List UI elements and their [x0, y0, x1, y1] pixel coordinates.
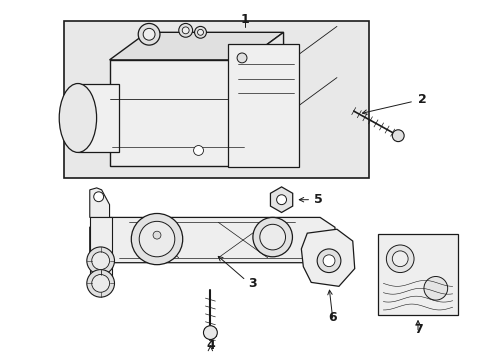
Polygon shape — [90, 217, 334, 263]
Circle shape — [143, 28, 155, 40]
Circle shape — [423, 276, 447, 300]
Circle shape — [276, 195, 286, 204]
Polygon shape — [90, 188, 109, 217]
Circle shape — [179, 23, 192, 37]
Text: 3: 3 — [247, 277, 256, 290]
Circle shape — [139, 221, 174, 257]
Bar — [228, 44, 299, 167]
Circle shape — [87, 270, 114, 297]
Circle shape — [391, 130, 404, 141]
Circle shape — [197, 30, 203, 35]
Bar — [109, 60, 245, 166]
Circle shape — [138, 23, 160, 45]
Circle shape — [153, 231, 161, 239]
Circle shape — [252, 217, 292, 257]
Circle shape — [131, 213, 183, 265]
Text: 2: 2 — [417, 93, 426, 106]
Ellipse shape — [59, 84, 97, 152]
Circle shape — [92, 252, 109, 270]
Bar — [78, 84, 119, 152]
Circle shape — [323, 255, 334, 267]
Text: 5: 5 — [314, 193, 322, 206]
Bar — [64, 21, 368, 178]
Circle shape — [193, 145, 203, 156]
Circle shape — [182, 27, 189, 34]
Circle shape — [386, 245, 413, 273]
Polygon shape — [301, 229, 354, 286]
Text: 7: 7 — [413, 323, 422, 336]
Circle shape — [203, 326, 217, 339]
Bar — [378, 234, 457, 315]
Polygon shape — [245, 32, 283, 166]
Polygon shape — [270, 187, 292, 212]
Text: 4: 4 — [205, 339, 214, 352]
Text: 6: 6 — [328, 311, 337, 324]
Circle shape — [391, 251, 407, 267]
Circle shape — [94, 192, 103, 202]
Circle shape — [237, 53, 246, 63]
Text: 1: 1 — [240, 13, 249, 26]
Circle shape — [317, 249, 340, 273]
Circle shape — [194, 26, 206, 38]
Circle shape — [259, 224, 285, 250]
Bar — [90, 217, 111, 278]
Circle shape — [92, 275, 109, 292]
Circle shape — [87, 247, 114, 275]
Polygon shape — [109, 32, 283, 60]
